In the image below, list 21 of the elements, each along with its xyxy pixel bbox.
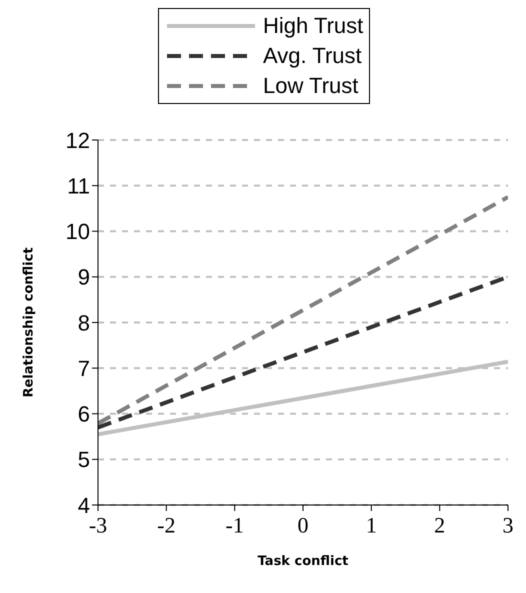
x-tick-label: -2 — [157, 512, 176, 538]
legend-label: Avg. Trust — [263, 43, 362, 69]
x-tick-label: -1 — [226, 512, 244, 538]
x-tick-label: 2 — [434, 512, 446, 538]
y-tick-label: 5 — [78, 447, 90, 472]
legend-label: High Trust — [263, 13, 364, 39]
y-tick-label: 4 — [78, 492, 90, 518]
x-axis-title: Task conflict — [258, 554, 348, 569]
y-tick-label: 10 — [66, 219, 90, 244]
x-tick-label: -3 — [88, 512, 108, 538]
y-tick-label: 11 — [67, 173, 90, 198]
y-tick-label: 9 — [78, 264, 90, 290]
y-tick-label: 7 — [78, 356, 90, 381]
y-tick-label: 6 — [78, 402, 90, 427]
x-tick-label: 0 — [298, 512, 308, 538]
x-tick-label: 1 — [366, 512, 377, 538]
y-tick-label: 8 — [78, 310, 90, 336]
x-tick-label: 3 — [502, 512, 514, 538]
y-tick-label: 12 — [66, 128, 90, 153]
legend-label: Low Trust — [263, 73, 358, 99]
y-axis-title: Relationship conflict — [22, 247, 37, 398]
